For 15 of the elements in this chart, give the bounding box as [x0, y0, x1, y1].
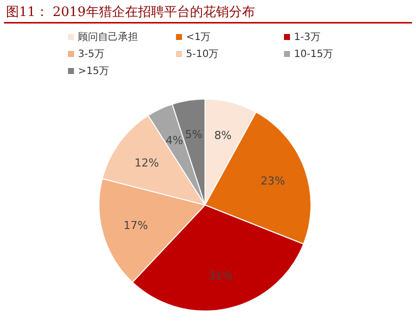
- legend-label: 顾问自己承担: [78, 31, 138, 43]
- data-label: 5%: [185, 128, 202, 141]
- data-label: 17%: [124, 219, 148, 232]
- legend-label: 3-5万: [78, 49, 104, 60]
- legend-label: 1-3万: [294, 32, 320, 43]
- data-label: 12%: [134, 156, 159, 170]
- data-label: 8%: [214, 129, 232, 142]
- legend-label: 5-10万: [186, 49, 219, 60]
- legend-label: >15万: [78, 66, 110, 77]
- chart-title: 图11： 2019年猎企在招聘平台的花销分布: [6, 5, 255, 20]
- data-label: 4%: [166, 134, 184, 147]
- legend-label: 10-15万: [294, 49, 334, 60]
- data-label: 23%: [260, 174, 286, 188]
- data-label: 31%: [208, 269, 233, 282]
- legend-label: <1万: [186, 32, 211, 43]
